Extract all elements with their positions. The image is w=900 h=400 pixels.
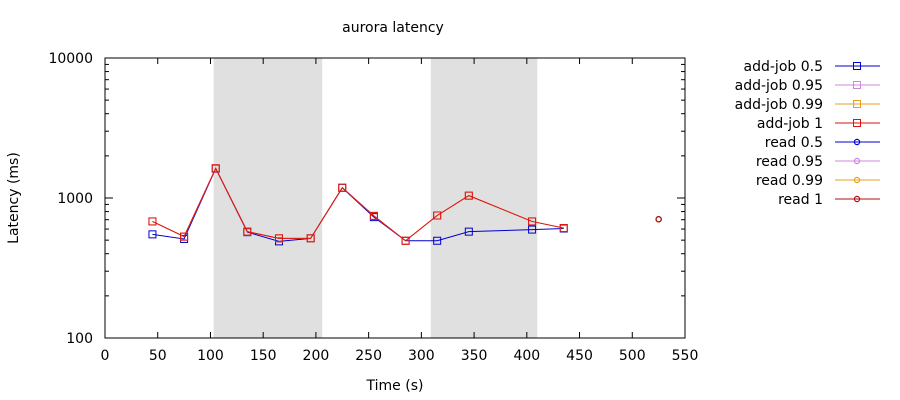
- legend-swatch-marker: [853, 138, 861, 146]
- series-add-job-1: [148, 164, 568, 245]
- x-tick-label: 400: [513, 348, 540, 364]
- legend-item: read 1: [778, 192, 880, 208]
- legend-label: read 1: [778, 192, 823, 208]
- series-layer: [148, 164, 662, 246]
- data-point: [401, 236, 410, 245]
- data-point: [528, 217, 537, 226]
- x-tick-label: 300: [408, 348, 435, 364]
- plot-frame: [104, 57, 686, 339]
- legend-swatch-marker: [853, 100, 861, 108]
- legend-item: read 0.95: [756, 154, 880, 170]
- data-point: [464, 191, 473, 200]
- shaded-regions: [213, 58, 538, 338]
- data-point: [464, 227, 473, 236]
- legend-label: add-job 0.95: [735, 78, 823, 94]
- data-point: [369, 211, 378, 220]
- data-point: [338, 183, 347, 192]
- legend-label: add-job 1: [757, 116, 823, 132]
- x-tick-label: 100: [197, 348, 224, 364]
- x-tick-label: 550: [672, 348, 699, 364]
- legend-swatch-marker: [853, 81, 861, 89]
- legend-label: add-job 0.5: [744, 59, 823, 75]
- legend-item: read 0.5: [765, 135, 880, 151]
- data-point: [433, 236, 442, 245]
- x-tick-label: 150: [250, 348, 277, 364]
- data-point: [528, 225, 537, 234]
- legend-swatch-marker: [853, 176, 861, 184]
- x-axis-label: Time (s): [366, 378, 424, 394]
- series-read-1: [655, 216, 662, 223]
- legend-swatch-marker: [853, 195, 861, 203]
- y-tick-label: 100: [66, 331, 93, 347]
- legend-item: add-job 0.95: [735, 78, 880, 94]
- legend-label: read 0.95: [756, 154, 823, 170]
- legend-item: add-job 1: [757, 116, 880, 132]
- y-axis-label: Latency (ms): [6, 152, 22, 244]
- shaded-region-2: [430, 58, 538, 338]
- data-point: [180, 232, 189, 241]
- x-tick-label: 350: [461, 348, 488, 364]
- legend-item: read 0.99: [756, 173, 880, 189]
- legend: add-job 0.5 add-job 0.95 add-job 0.99 add-j…: [735, 59, 880, 208]
- data-point: [275, 234, 283, 243]
- series-line: [152, 167, 564, 242]
- legend-label: add-job 0.99: [735, 97, 823, 113]
- data-point: [306, 234, 315, 243]
- y-tick-label: 10000: [48, 51, 93, 67]
- data-point: [211, 164, 220, 173]
- data-point: [148, 217, 157, 226]
- legend-item: add-job 0.99: [735, 97, 880, 113]
- data-point: [655, 216, 662, 223]
- data-point: [148, 230, 157, 239]
- data-point: [559, 224, 568, 233]
- data-point: [433, 211, 442, 220]
- x-tick-label: 200: [303, 348, 330, 364]
- shaded-region-1: [213, 58, 323, 338]
- legend-swatch-marker: [853, 62, 861, 70]
- x-tick-label: 450: [566, 348, 593, 364]
- x-tick-label: 0: [101, 348, 110, 364]
- axes: 0 50 100 150 200 250 300 350 400 450 500 550 100 1000…: [48, 51, 698, 364]
- legend-label: read 0.5: [765, 135, 823, 151]
- x-tick-label: 50: [149, 348, 167, 364]
- data-point: [243, 227, 252, 236]
- y-tick-label: 1000: [57, 191, 93, 207]
- legend-swatch-marker: [853, 119, 861, 127]
- x-tick-label: 500: [619, 348, 646, 364]
- legend-swatch-marker: [853, 157, 861, 165]
- legend-label: read 0.99: [756, 173, 823, 189]
- legend-item: add-job 0.5: [744, 59, 880, 75]
- chart-title: aurora latency: [342, 20, 444, 36]
- x-tick-label: 250: [355, 348, 382, 364]
